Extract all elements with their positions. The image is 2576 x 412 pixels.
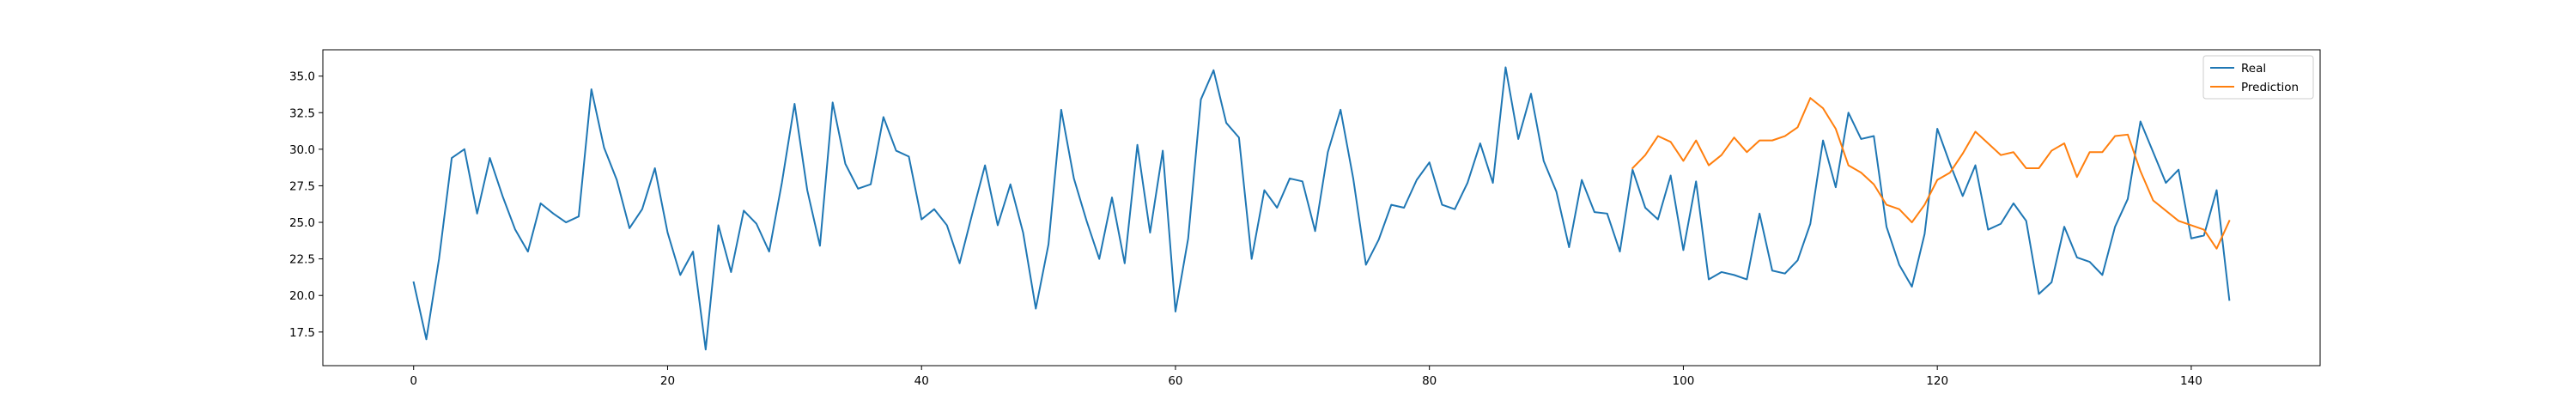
x-tick-label: 120	[1926, 374, 1948, 388]
x-axis: 0 20 40 60 80 100 120 140	[410, 366, 2202, 388]
y-tick-label: 27.5	[289, 179, 315, 193]
series-line-real	[412, 66, 2231, 351]
y-axis: 17.5 20.0 22.5 25.0 27.5 30.0 32.5 35.0	[289, 70, 323, 340]
y-tick-label: 17.5	[289, 326, 315, 340]
y-tick-label: 30.0	[289, 143, 315, 157]
y-tick-label: 32.5	[289, 106, 315, 120]
y-tick-label: 20.0	[289, 289, 315, 303]
x-tick-label: 140	[2180, 374, 2202, 388]
legend: Real Prediction	[2202, 55, 2314, 100]
series-line-prediction	[1631, 97, 2231, 250]
legend-box	[2202, 55, 2314, 100]
plot-frame	[322, 49, 2321, 367]
legend-label-real: Real	[2241, 62, 2266, 76]
x-tick-label: 40	[914, 374, 929, 388]
x-tick-label: 20	[660, 374, 675, 388]
x-tick-label: 80	[1422, 374, 1437, 388]
y-tick-label: 35.0	[289, 70, 315, 84]
legend-label-prediction: Prediction	[2241, 81, 2299, 94]
series-layer	[412, 66, 2231, 351]
x-tick-label: 100	[1673, 374, 1695, 388]
y-tick-label: 25.0	[289, 216, 315, 230]
x-tick-label: 0	[410, 374, 417, 388]
x-tick-label: 60	[1168, 374, 1182, 388]
y-tick-label: 22.5	[289, 253, 315, 267]
